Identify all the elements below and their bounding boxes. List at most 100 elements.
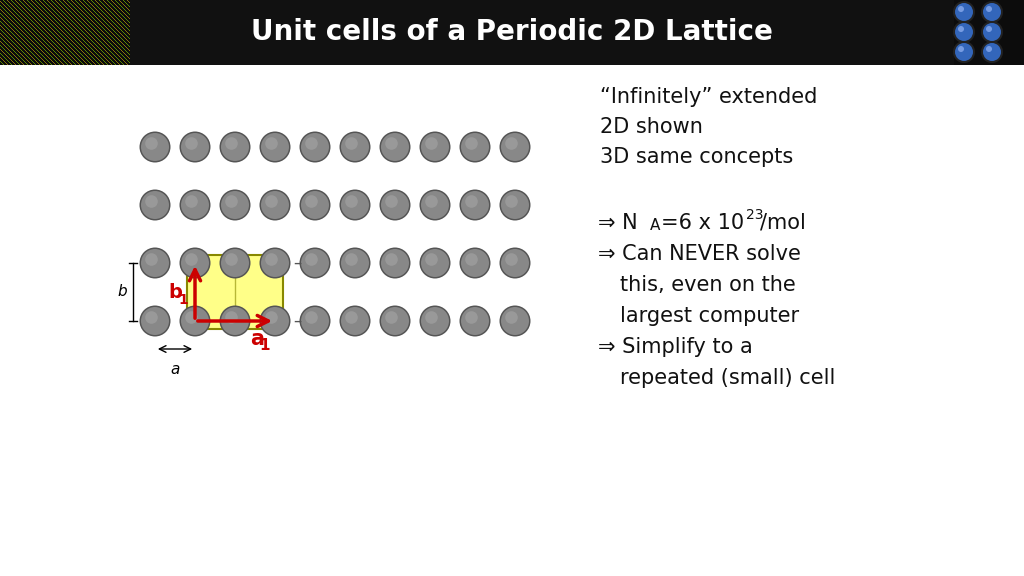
Circle shape <box>141 191 169 219</box>
Circle shape <box>179 248 211 279</box>
Circle shape <box>380 131 411 162</box>
Circle shape <box>341 307 369 335</box>
Circle shape <box>261 133 289 161</box>
Circle shape <box>421 133 449 161</box>
Text: repeated (small) cell: repeated (small) cell <box>620 368 836 388</box>
Circle shape <box>460 248 490 279</box>
Circle shape <box>141 133 169 161</box>
Circle shape <box>181 307 209 335</box>
Text: –: – <box>293 312 301 330</box>
Circle shape <box>461 133 489 161</box>
Circle shape <box>460 190 490 221</box>
Circle shape <box>340 248 371 279</box>
Circle shape <box>420 305 451 336</box>
Circle shape <box>139 248 171 279</box>
Circle shape <box>381 307 409 335</box>
Circle shape <box>181 133 209 161</box>
Circle shape <box>420 190 451 221</box>
Circle shape <box>261 249 289 277</box>
Circle shape <box>460 305 490 336</box>
Circle shape <box>461 249 489 277</box>
Circle shape <box>953 41 975 63</box>
Text: 3D same concepts: 3D same concepts <box>600 147 794 167</box>
Circle shape <box>380 190 411 221</box>
Circle shape <box>301 249 329 277</box>
Circle shape <box>221 133 249 161</box>
Circle shape <box>385 195 397 208</box>
Circle shape <box>955 23 973 41</box>
Circle shape <box>500 190 530 221</box>
Text: a: a <box>170 362 179 377</box>
Circle shape <box>958 26 964 32</box>
Circle shape <box>421 249 449 277</box>
Circle shape <box>305 137 317 150</box>
Circle shape <box>501 133 529 161</box>
Circle shape <box>179 305 211 336</box>
Circle shape <box>505 195 518 208</box>
Circle shape <box>421 307 449 335</box>
Circle shape <box>185 311 198 324</box>
Circle shape <box>145 253 158 266</box>
Circle shape <box>225 195 238 208</box>
Circle shape <box>221 307 249 335</box>
Circle shape <box>345 195 357 208</box>
Circle shape <box>500 248 530 279</box>
Circle shape <box>381 191 409 219</box>
Text: ⇒ N: ⇒ N <box>598 213 638 233</box>
Circle shape <box>501 307 529 335</box>
Circle shape <box>465 253 478 266</box>
Circle shape <box>385 311 397 324</box>
Circle shape <box>465 195 478 208</box>
Circle shape <box>381 133 409 161</box>
Circle shape <box>385 137 397 150</box>
Text: =6 x 10: =6 x 10 <box>662 213 744 233</box>
Circle shape <box>179 131 211 162</box>
Text: A: A <box>650 218 660 233</box>
Circle shape <box>420 248 451 279</box>
Circle shape <box>185 195 198 208</box>
Circle shape <box>953 1 975 23</box>
Circle shape <box>299 190 331 221</box>
Circle shape <box>461 307 489 335</box>
Circle shape <box>341 249 369 277</box>
Circle shape <box>341 133 369 161</box>
Circle shape <box>261 191 289 219</box>
Bar <box>187 255 283 329</box>
Circle shape <box>265 311 278 324</box>
Circle shape <box>225 311 238 324</box>
Circle shape <box>981 1 1002 23</box>
Text: b: b <box>168 282 182 301</box>
Circle shape <box>425 311 438 324</box>
Circle shape <box>958 6 964 12</box>
Circle shape <box>265 195 278 208</box>
Circle shape <box>299 305 331 336</box>
Circle shape <box>425 253 438 266</box>
Circle shape <box>380 248 411 279</box>
Circle shape <box>141 307 169 335</box>
Circle shape <box>340 305 371 336</box>
Circle shape <box>219 131 251 162</box>
Text: –: – <box>293 254 301 272</box>
Circle shape <box>221 191 249 219</box>
Circle shape <box>465 137 478 150</box>
Circle shape <box>986 46 992 52</box>
Circle shape <box>981 21 1002 43</box>
Circle shape <box>305 311 317 324</box>
Text: 2D shown: 2D shown <box>600 117 702 137</box>
Circle shape <box>340 131 371 162</box>
Circle shape <box>465 311 478 324</box>
Text: “Infinitely” extended: “Infinitely” extended <box>600 87 817 107</box>
Circle shape <box>299 131 331 162</box>
Circle shape <box>500 305 530 336</box>
Circle shape <box>261 307 289 335</box>
Text: b: b <box>117 285 127 300</box>
Text: 1: 1 <box>260 338 270 353</box>
Circle shape <box>139 131 171 162</box>
Circle shape <box>461 191 489 219</box>
Circle shape <box>425 195 438 208</box>
Bar <box>0 0 1024 65</box>
Circle shape <box>953 21 975 43</box>
Circle shape <box>265 253 278 266</box>
Text: a: a <box>250 329 264 349</box>
Circle shape <box>986 6 992 12</box>
